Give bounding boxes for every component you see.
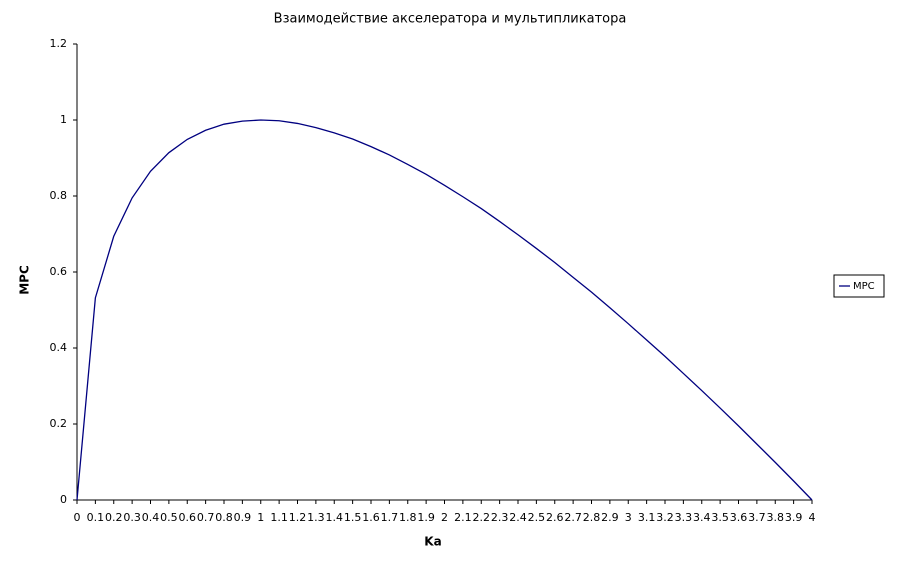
x-tick-label: 1.2: [289, 511, 307, 524]
x-tick-label: 3.5: [711, 511, 729, 524]
x-tick-label: 2.8: [583, 511, 601, 524]
x-tick-label: 2.9: [601, 511, 619, 524]
x-tick-label: 3.7: [748, 511, 766, 524]
x-tick-label: 2: [441, 511, 448, 524]
x-tick-label: 0: [74, 511, 81, 524]
x-tick-label: 1.3: [307, 511, 325, 524]
x-tick-label: 3.9: [785, 511, 803, 524]
y-tick-label: 1.2: [50, 37, 68, 50]
y-axis-label: MPC: [18, 265, 32, 295]
x-axis-label: Ka: [424, 535, 441, 549]
x-tick-label: 4: [809, 511, 816, 524]
line: [76, 119, 813, 501]
x-tick-label: 0.3: [123, 511, 141, 524]
x-tick-label: 0.8: [215, 511, 233, 524]
x-tick-label: 3.6: [730, 511, 748, 524]
legend-box: [833, 274, 885, 298]
x-tick-label: 3.1: [638, 511, 656, 524]
y-tick-label: 0.4: [50, 341, 68, 354]
y-tick-label: 0.2: [50, 417, 68, 430]
x-tick-label: 1.9: [417, 511, 435, 524]
x-tick-label: 1: [257, 511, 264, 524]
x-tick-label: 0.2: [105, 511, 123, 524]
x-tick-label: 2.6: [546, 511, 564, 524]
x-tick-label: 3: [625, 511, 632, 524]
x-tick-label: 2.1: [454, 511, 472, 524]
x-tick-label: 0.9: [234, 511, 252, 524]
x-tick-label: 0.1: [87, 511, 105, 524]
x-tick-label: 3.3: [675, 511, 693, 524]
x-tick-label: 0.4: [142, 511, 160, 524]
y-tick-label: 0.8: [50, 189, 68, 202]
y-tick-label: 0.6: [50, 265, 68, 278]
x-tick-label: 2.4: [509, 511, 527, 524]
chart-title: Взаимодействие акселератора и мультиплик…: [274, 12, 627, 27]
y-tick-label: 1: [60, 113, 67, 126]
x-tick-label: 2.3: [491, 511, 509, 524]
x-tick-label: 0.7: [197, 511, 215, 524]
x-tick-label: 0.6: [179, 511, 197, 524]
x-tick-label: 1.6: [362, 511, 380, 524]
x-tick-label: 1.4: [326, 511, 344, 524]
x-tick-label: 3.8: [767, 511, 785, 524]
x-tick-label: 1.7: [381, 511, 399, 524]
x-tick-label: 1.5: [344, 511, 362, 524]
y-tick-label: 0: [60, 493, 67, 506]
x-tick-label: 2.7: [564, 511, 582, 524]
x-tick-label: 1.8: [399, 511, 417, 524]
x-tick-label: 1.1: [270, 511, 288, 524]
x-tick-label: 2.5: [528, 511, 546, 524]
x-tick-label: 3.4: [693, 511, 711, 524]
legend-label: MPC: [853, 281, 875, 292]
x-tick-label: 2.2: [473, 511, 491, 524]
x-tick-label: 3.2: [656, 511, 674, 524]
x-tick-label: 0.5: [160, 511, 178, 524]
